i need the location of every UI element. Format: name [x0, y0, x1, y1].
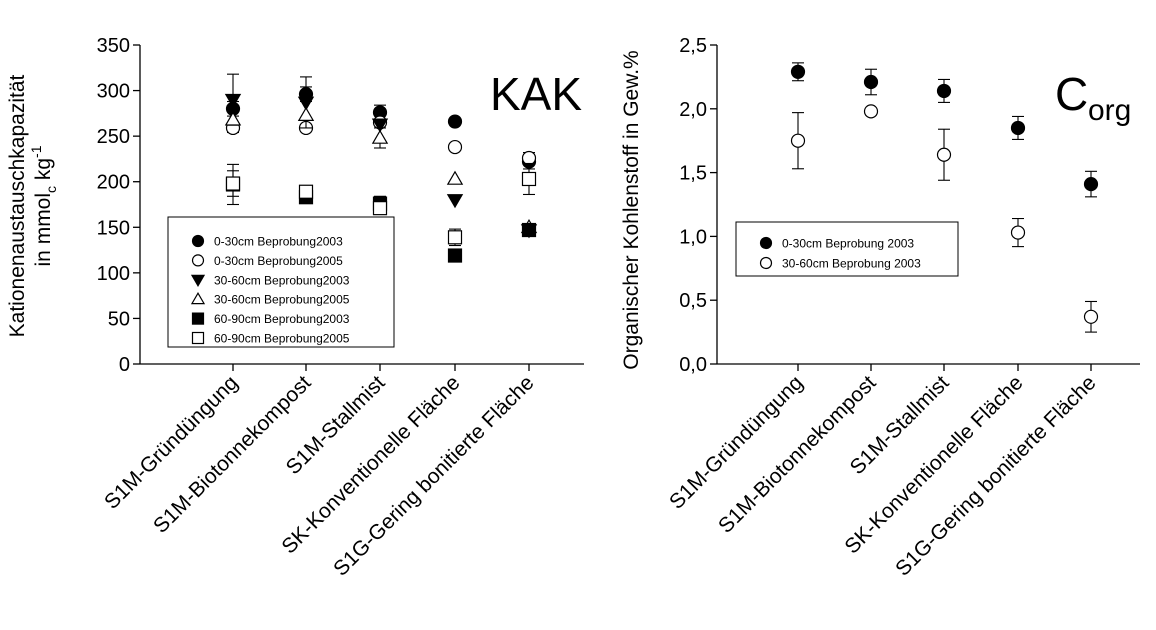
- kak-legend-marker: [190, 291, 206, 305]
- corg-data-point: [1010, 120, 1026, 136]
- kak-y-tick-label: 50: [108, 308, 130, 330]
- kak-data-point: [447, 114, 463, 129]
- kak-legend-marker: [191, 234, 205, 248]
- kak-legend-label: 0-30cm Beprobung2005: [214, 254, 343, 268]
- corg-series: [790, 62, 1099, 198]
- kak-series: [225, 162, 537, 247]
- kak-legend-label: 60-90cm Beprobung2003: [214, 312, 350, 326]
- corg-title-main: C: [1055, 68, 1088, 120]
- kak-data-point: [224, 111, 242, 126]
- kak-data-point: [297, 106, 315, 121]
- corg-data-point: [1010, 225, 1026, 240]
- kak-category-label: S1M-Gründüngung: [100, 371, 243, 514]
- kak-y-tick-label: 200: [97, 172, 130, 194]
- kak-marks: [224, 73, 538, 263]
- corg-data-point: [936, 83, 952, 99]
- corg-chart: Organischer Kohlenstoff in Gew.% C org 0…: [620, 35, 1140, 581]
- kak-data-point: [446, 194, 464, 209]
- corg-marks: [790, 62, 1099, 333]
- kak-data-point: [372, 201, 388, 216]
- corg-y-axis-title: Organischer Kohlenstoff in Gew.%: [620, 50, 643, 369]
- corg-legend-marker: [759, 256, 773, 270]
- kak-y-tick-label: 250: [97, 126, 130, 148]
- corg-data-point: [863, 74, 879, 90]
- kak-legend-label: 30-60cm Beprobung2003: [214, 273, 350, 287]
- corg-series: [790, 104, 1099, 333]
- corg-legend-label: 30-60cm Beprobung 2003: [782, 257, 921, 271]
- kak-legend-marker: [191, 312, 205, 325]
- kak-data-point: [298, 184, 314, 199]
- corg-data-point: [1083, 309, 1099, 324]
- kak-legend-marker: [191, 331, 205, 345]
- kak-legend-marker: [190, 274, 206, 288]
- corg-legend-marker: [759, 236, 773, 250]
- corg-data-point: [936, 147, 952, 162]
- kak-legend-label: 0-30cm Beprobung2003: [214, 235, 343, 249]
- corg-data-point: [863, 104, 879, 119]
- kak-data-point: [521, 150, 537, 166]
- kak-chart: Kationenaustauschkapazität in mmolc kg-1…: [6, 35, 584, 581]
- corg-legend-label: 0-30cm Beprobung 2003: [782, 237, 914, 251]
- corg-data-point: [790, 64, 806, 79]
- corg-title: C org: [1055, 68, 1131, 127]
- kak-data-point: [521, 222, 537, 238]
- kak-legend-marker: [191, 254, 205, 267]
- corg-y-tick-label: 2,5: [679, 35, 707, 57]
- kak-data-point: [447, 230, 463, 245]
- corg-y-tick-label: 1,5: [679, 163, 707, 185]
- kak-data-point: [371, 129, 389, 144]
- kak-y-tick-label: 350: [97, 35, 130, 57]
- corg-y-tick-label: 0,5: [679, 290, 707, 312]
- kak-data-point: [371, 118, 389, 133]
- kak-y-axis-title-line2: in mmolc kg-1: [28, 145, 59, 266]
- corg-y-tick-label: 2,0: [679, 99, 707, 121]
- corg-category-label: S1M-Gründüngung: [665, 371, 808, 514]
- kak-y-tick-label: 150: [97, 217, 130, 239]
- kak-legend: 0-30cm Beprobung2003 0-30cm Beprobung2005…: [167, 216, 395, 348]
- kak-y-tick-label: 300: [97, 81, 130, 103]
- corg-y-tick-label: 0,0: [679, 354, 707, 376]
- corg-title-sub: org: [1088, 94, 1131, 127]
- corg-data-point: [790, 133, 806, 148]
- kak-legend-label: 30-60cm Beprobung2005: [214, 293, 350, 307]
- kak-y-tick-label: 100: [97, 263, 130, 285]
- kak-data-point: [446, 170, 464, 185]
- kak-legend-label: 60-90cm Beprobung2005: [214, 332, 350, 346]
- kak-data-point: [225, 176, 241, 191]
- kak-data-point: [447, 139, 463, 155]
- corg-y-tick-label: 1,0: [679, 226, 707, 248]
- kak-data-point: [297, 96, 315, 111]
- kak-data-point: [224, 93, 242, 109]
- kak-y-axis-title-line1: Kationenaustauschkapazität: [6, 74, 29, 337]
- corg-legend: 0-30cm Beprobung 2003 30-60cm Beprobung 2…: [735, 221, 959, 277]
- kak-title: KAK: [490, 68, 582, 120]
- corg-data-point: [1083, 176, 1099, 192]
- corg-legend-box: [735, 221, 959, 277]
- kak-data-point: [447, 248, 463, 263]
- kak-legend-box: [167, 216, 395, 348]
- kak-data-point: [521, 171, 537, 187]
- kak-y-tick-label: 0: [119, 354, 130, 376]
